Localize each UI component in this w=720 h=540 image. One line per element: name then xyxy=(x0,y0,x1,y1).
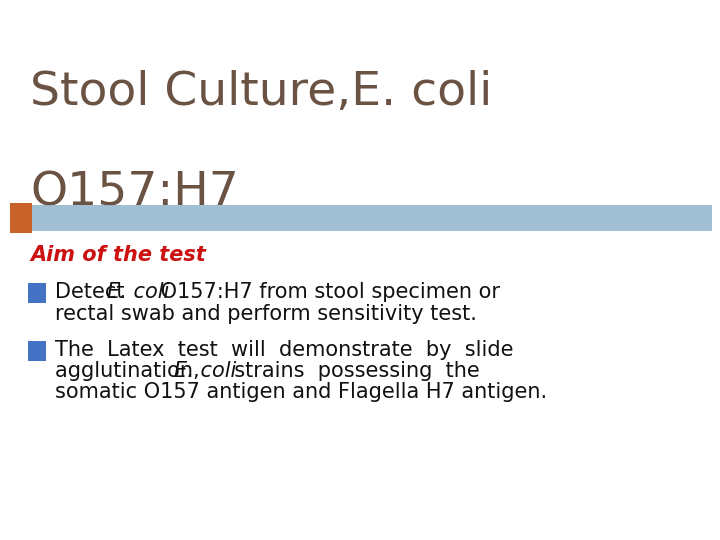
Bar xyxy=(28,283,46,303)
Text: agglutination,: agglutination, xyxy=(55,361,213,381)
Text: strains  possessing  the: strains possessing the xyxy=(221,361,480,381)
Text: O157:H7 from stool specimen or: O157:H7 from stool specimen or xyxy=(154,282,500,302)
Text: somatic O157 antigen and Flagella H7 antigen.: somatic O157 antigen and Flagella H7 ant… xyxy=(55,382,547,402)
Bar xyxy=(10,203,32,233)
Text: Stool Culture,E. coli: Stool Culture,E. coli xyxy=(30,70,492,115)
Bar xyxy=(28,341,46,361)
Text: Aim of the test: Aim of the test xyxy=(30,245,206,265)
Text: rectal swab and perform sensitivity test.: rectal swab and perform sensitivity test… xyxy=(55,304,477,324)
Bar xyxy=(32,205,712,231)
Text: O157:H7: O157:H7 xyxy=(30,170,239,215)
Text: The  Latex  test  will  demonstrate  by  slide: The Latex test will demonstrate by slide xyxy=(55,340,513,360)
Text: Detect: Detect xyxy=(55,282,131,302)
Text: E. coli: E. coli xyxy=(107,282,169,302)
Text: E. coli: E. coli xyxy=(174,361,236,381)
